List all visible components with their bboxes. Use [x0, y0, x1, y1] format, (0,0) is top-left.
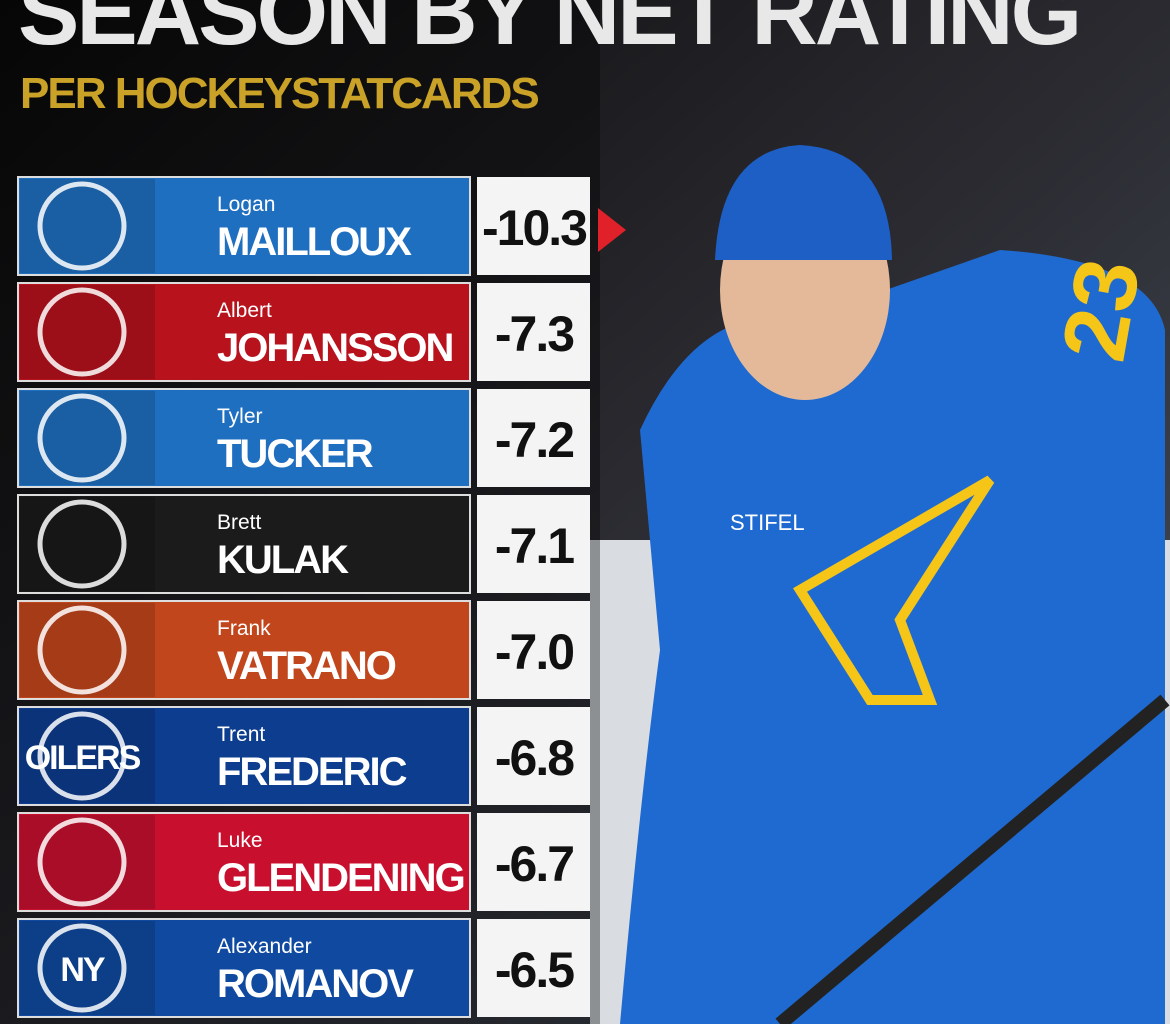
name-box	[17, 494, 471, 594]
first-name: Trent	[217, 723, 265, 746]
net-rating: -6.5	[495, 942, 574, 998]
logo-text: NY	[60, 951, 106, 989]
team-logo	[37, 711, 127, 801]
net-rating: -7.0	[495, 624, 573, 680]
name-box	[17, 388, 471, 488]
jersey	[620, 250, 1165, 1024]
last-name: MAILLOUX	[217, 220, 412, 264]
team-logo	[37, 605, 127, 695]
value-box	[477, 177, 590, 275]
last-name: VATRANO	[217, 644, 396, 688]
value-box	[477, 919, 590, 1017]
first-name: Tyler	[217, 405, 263, 428]
last-name: JOHANSSON	[217, 326, 452, 370]
blues-crest	[792, 475, 995, 705]
team-logo	[37, 393, 127, 483]
player-photo: 23 STIFEL	[590, 145, 1170, 1024]
net-rating: -10.3	[482, 200, 586, 256]
value-box	[477, 813, 590, 911]
logo-text: OILERS	[25, 739, 141, 777]
name-box	[17, 600, 471, 700]
pointer	[598, 208, 626, 252]
name-box	[17, 812, 471, 912]
net-rating: -7.2	[495, 412, 573, 468]
first-name: Alexander	[217, 935, 312, 958]
rows: Logan MAILLOUX -10.3 Albert JOHANSSON -7.3 Tyl…	[17, 176, 590, 1018]
net-rating: -6.7	[495, 836, 573, 892]
helmet	[715, 145, 892, 260]
last-name: FREDERIC	[217, 750, 407, 794]
team-logo	[37, 287, 127, 377]
name-box	[17, 918, 471, 1018]
name-box	[17, 282, 471, 382]
value-box	[477, 601, 590, 699]
value-box	[477, 389, 590, 487]
last-name: ROMANOV	[217, 962, 414, 1006]
first-name: Albert	[217, 299, 272, 322]
first-name: Logan	[217, 193, 275, 216]
value-box	[477, 495, 590, 593]
name-box	[17, 706, 471, 806]
value-box	[477, 283, 590, 381]
net-rating: -7.3	[495, 306, 573, 362]
name-box	[17, 176, 471, 276]
title: SEASON BY NET RATING	[18, 0, 1079, 64]
subtitle: PER HOCKEYSTATCARDS	[20, 69, 538, 118]
stick	[775, 694, 1170, 1024]
net-rating: -6.8	[495, 730, 574, 786]
last-name: GLENDENING	[217, 856, 464, 900]
team-logo	[37, 923, 127, 1013]
last-name: KULAK	[217, 538, 349, 582]
first-name: Brett	[217, 511, 262, 534]
value-box	[477, 707, 590, 805]
team-logo	[37, 499, 127, 589]
first-name: Luke	[217, 829, 263, 852]
jersey-number: 23	[1044, 252, 1160, 368]
net-rating: -7.1	[495, 518, 574, 574]
team-logo	[37, 817, 127, 907]
last-name: TUCKER	[217, 432, 374, 476]
team-logo	[37, 181, 127, 271]
first-name: Frank	[217, 617, 271, 640]
sponsor: STIFEL	[730, 510, 805, 535]
